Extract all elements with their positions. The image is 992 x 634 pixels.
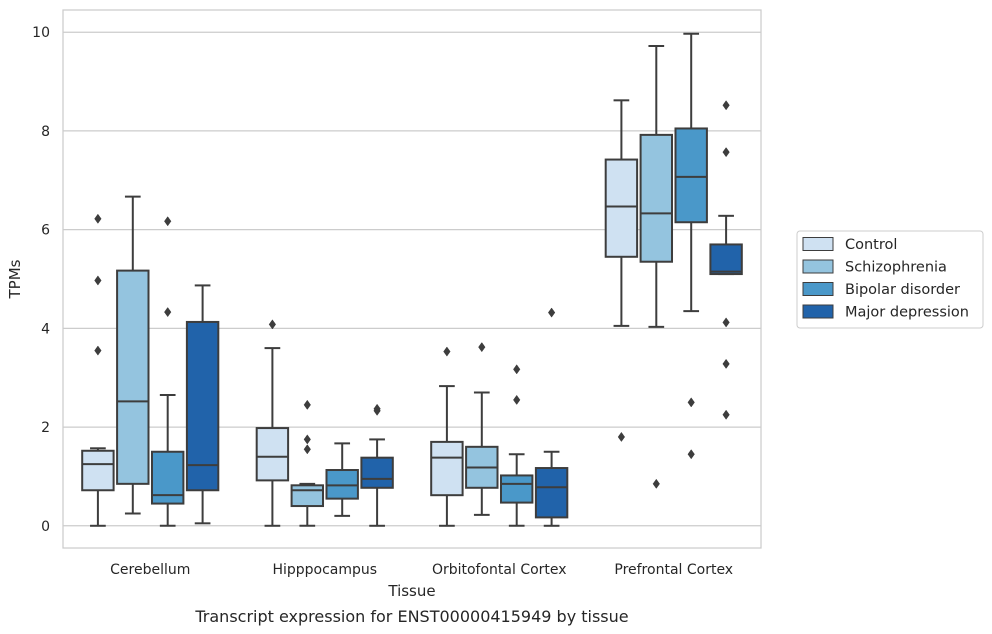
outlier-point [687, 449, 695, 460]
outlier-point [687, 397, 695, 408]
outlier-point [373, 403, 381, 414]
iqr-box [604, 158, 639, 258]
legend-label: Bipolar disorder [845, 282, 960, 298]
legend-label: Control [845, 237, 897, 253]
outlier-point [164, 216, 172, 227]
y-tick-label: 6 [41, 223, 50, 239]
y-tick-labels: 0 2 4 6 8 10 [32, 25, 50, 535]
outlier-point [547, 307, 556, 318]
legend-label: Schizophrenia [845, 260, 947, 276]
outlier-point [94, 345, 102, 356]
chart-caption: Transcript expression for ENST0000041594… [194, 607, 628, 626]
iqr-box [499, 474, 534, 504]
box-schizophrenia [116, 195, 150, 515]
y-tick-label: 10 [32, 25, 50, 41]
outlier-point [722, 147, 730, 158]
iqr-box [185, 320, 220, 492]
box-control [255, 319, 290, 527]
outlier-point [513, 394, 521, 405]
grid-lines [63, 31, 761, 527]
outlier-point [164, 307, 172, 318]
iqr-box [255, 427, 290, 482]
legend-label: Major depression [845, 305, 969, 321]
outlier-point [513, 364, 521, 375]
box-control [430, 346, 464, 527]
box-control [81, 213, 115, 527]
legend-swatch [802, 282, 834, 296]
x-tick-label: Cerebellum [110, 562, 190, 578]
box-schizophrenia [290, 399, 325, 527]
y-axis-label: TPMs [6, 259, 24, 299]
box-schizophrenia [639, 45, 674, 489]
outlier-point [478, 342, 486, 353]
plot-area-frame [62, 9, 762, 549]
box-major-depression [534, 307, 569, 527]
legend-swatch [802, 237, 834, 251]
iqr-box [116, 269, 150, 485]
outlier-point [652, 478, 660, 489]
outlier-point [303, 399, 311, 410]
box-major-depression [709, 100, 743, 420]
iqr-box [360, 456, 394, 489]
box-control [604, 99, 639, 442]
y-tick-label: 8 [41, 124, 50, 140]
x-axis-label: Tissue [387, 582, 435, 600]
box-bipolar-disorder [499, 364, 534, 527]
outlier-point [722, 409, 730, 420]
box-groups [81, 32, 743, 527]
legend-frame [796, 230, 984, 329]
x-tick-label: Prefrontal Cortex [614, 562, 733, 578]
iqr-box [430, 440, 464, 497]
box-schizophrenia [465, 342, 499, 516]
box-bipolar-disorder [325, 442, 359, 517]
box-bipolar-disorder [150, 216, 185, 527]
iqr-box [81, 449, 115, 492]
legend-swatch [802, 304, 834, 319]
iqr-box [534, 467, 569, 519]
outlier-point [443, 346, 451, 357]
x-tick-label: Hipppocampus [272, 562, 377, 578]
outlier-point [303, 434, 311, 445]
outlier-point [722, 358, 730, 369]
y-tick-label: 4 [41, 321, 50, 337]
y-tick-label: 2 [41, 420, 50, 436]
outlier-point [722, 100, 730, 111]
outlier-point [722, 317, 730, 328]
box-major-depression [185, 284, 220, 525]
outlier-point [94, 275, 102, 286]
outlier-point [617, 431, 626, 442]
iqr-box [674, 127, 708, 224]
legend-swatch [802, 259, 834, 274]
box-major-depression [360, 403, 394, 527]
x-tick-labels: Cerebellum Hipppocampus Orbitofontal Corte… [110, 562, 733, 578]
outlier-point [303, 444, 311, 455]
iqr-box [709, 243, 743, 276]
box-bipolar-disorder [674, 32, 708, 460]
legend: Control Schizophrenia Bipolar disorder Majo… [796, 230, 984, 329]
outlier-point [268, 319, 277, 330]
iqr-box [290, 484, 325, 508]
outlier-point [94, 213, 102, 224]
y-tick-label: 0 [41, 519, 50, 535]
iqr-box [639, 133, 674, 263]
x-tick-label: Orbitofontal Cortex [432, 562, 567, 578]
